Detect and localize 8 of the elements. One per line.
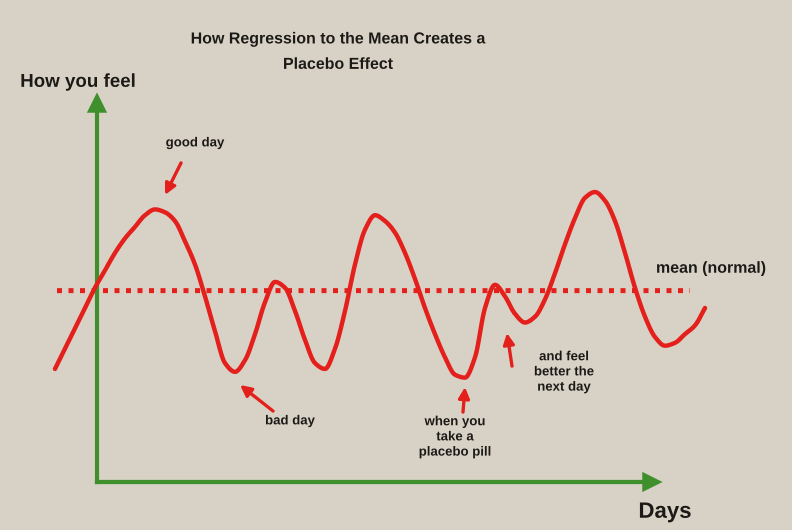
annotation: when you take a placebo pill [420,416,490,458]
text: good day [166,136,224,150]
ref-line-label: mean (normal) [657,261,766,276]
text: How you feel [21,73,134,91]
x-axis-title: Days [640,502,691,522]
chart-title: How Regression to the Mean Creates a Placebo Effect [192,32,486,69]
annotation: and feel better the next day [534,350,594,394]
annotation: bad day [266,414,315,428]
